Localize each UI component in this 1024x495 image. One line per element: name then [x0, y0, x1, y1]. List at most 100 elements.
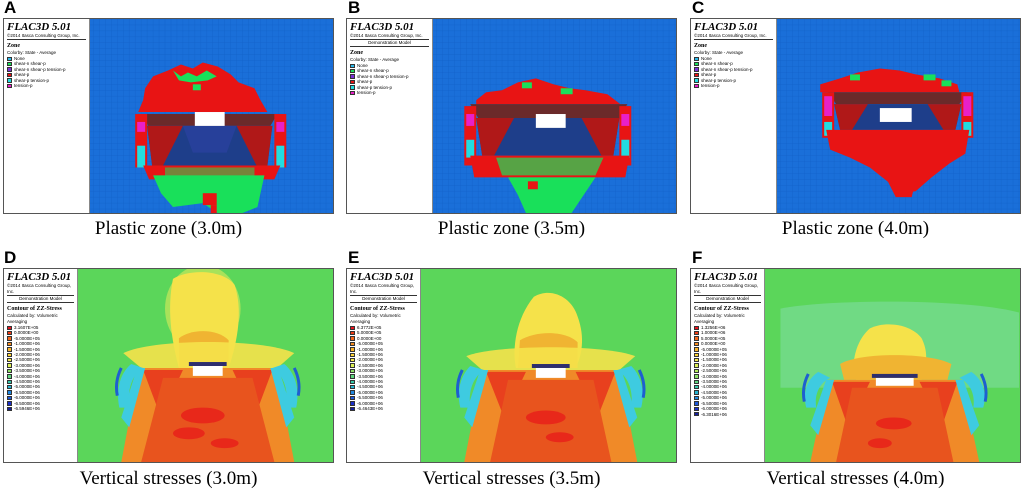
legend-entry: -1.0000E+06: [350, 347, 417, 352]
legend-swatch: [694, 357, 699, 363]
legend-copyright: ©2014 Itasca Consulting Group, Inc.: [350, 283, 417, 296]
legend-label: 6.3772E+05: [357, 325, 382, 330]
legend-entry: -6.5946E+06: [7, 406, 74, 411]
panel-letter: F: [692, 248, 703, 267]
stress-contour-plot-e: FLAC3D 5.01 ©2014 Itasca Consulting Grou…: [346, 268, 677, 463]
legend-label: tension-p: [701, 83, 720, 89]
legend-label: -1.0000E+06: [357, 346, 383, 352]
legend-swatch: [7, 384, 12, 390]
legend-entry: -4.5000E+06: [350, 384, 417, 389]
legend-swatch: [694, 363, 699, 368]
legend-swatch: [7, 78, 12, 83]
legend-swatch: [694, 379, 699, 384]
legend-entry: shear-p: [694, 72, 773, 77]
legend-entry: -5.5000E+06: [694, 401, 761, 406]
legend-swatch: [694, 83, 699, 88]
panel-letter: A: [4, 0, 17, 17]
legend-swatch: [694, 336, 699, 341]
legend-a: FLAC3D 5.01 ©2014 Itasca Consulting Grou…: [4, 19, 90, 213]
stress-contour-plot-f: FLAC3D 5.01 ©2014 Itasca Consulting Grou…: [690, 268, 1021, 463]
legend-swatch: [694, 374, 699, 379]
legend-d: FLAC3D 5.01 ©2014 Itasca Consulting Grou…: [4, 269, 78, 462]
legend-label: -4.0000E+06: [357, 379, 383, 385]
legend-label: -6.3016E+06: [701, 411, 727, 417]
legend-entry: -6.0000E+06: [7, 395, 74, 400]
roadway-opening: [192, 365, 223, 376]
legend-swatch: [7, 379, 12, 384]
legend-brand: FLAC3D 5.01: [7, 21, 72, 33]
legend-copyright: ©2014 Itasca Consulting Group, Inc.: [694, 283, 761, 296]
legend-label: 1.3256E+06: [701, 325, 726, 330]
legend-title: Zone: [694, 43, 708, 49]
legend-label: -5.0000E+06: [357, 389, 383, 395]
legend-label: -6.0000E+06: [701, 406, 727, 412]
legend-swatch: [7, 325, 12, 330]
legend-swatch: [7, 352, 12, 357]
legend-swatch: [7, 406, 12, 411]
legend-entry: -4.0000E+06: [350, 379, 417, 384]
legend-label: None: [14, 56, 25, 61]
legend-entry: -2.0000E+06: [7, 352, 74, 357]
legend-entry: -6.0000E+06: [350, 401, 417, 406]
legend-label: -4.5000E+06: [14, 379, 40, 385]
legend-swatch: [7, 67, 12, 72]
legend-swatch: [350, 368, 355, 374]
legend-model: Demonstration Model: [7, 296, 74, 303]
legend-e: FLAC3D 5.01 ©2014 Itasca Consulting Grou…: [347, 269, 421, 462]
legend-swatch: [694, 67, 699, 72]
legend-swatch: [694, 384, 699, 390]
legend-items: None shear-n shear-p shear-n shear-p tensi…: [7, 56, 86, 88]
roadway-opening: [875, 377, 914, 386]
legend-label: None: [357, 63, 368, 68]
legend-entry: shear-n shear-p tension-p: [350, 74, 429, 79]
legend-label: -2.5000E+06: [701, 368, 727, 374]
legend-swatch: [694, 395, 699, 401]
legend-entry: None: [694, 56, 773, 61]
legend-entry: -2.5000E+06: [350, 363, 417, 368]
legend-entry: -2.0000E+06: [350, 357, 417, 362]
legend-label: -1.5000E+06: [701, 357, 727, 363]
legend-subtitle: Calculated by: Volumetric Averaging: [350, 313, 401, 324]
legend-copyright: ©2014 Itasca Consulting Group, Inc.: [694, 33, 773, 40]
legend-entry: shear-n shear-p tension-p: [7, 67, 86, 72]
legend-entry: -6.4643E+06: [350, 406, 417, 411]
legend-swatch: [7, 330, 12, 336]
legend-label: -5.0000E+06: [701, 395, 727, 401]
legend-entry: -5.0000E+05: [350, 341, 417, 346]
legend-label: -1.5000E+06: [14, 346, 40, 352]
legend-swatch: [350, 374, 355, 379]
legend-label: -4.5000E+06: [357, 384, 383, 390]
stress-contour-plot-d: FLAC3D 5.01 ©2014 Itasca Consulting Grou…: [3, 268, 334, 463]
legend-swatch: [694, 72, 699, 78]
legend-copyright: ©2014 Itasca Consulting Group, Inc.: [7, 33, 86, 40]
legend-entry: shear-p tension-p: [350, 85, 429, 90]
legend-subtitle: Colorby: State - Average: [694, 50, 743, 55]
caption: Plastic zone (3.5m): [437, 218, 586, 239]
legend-label: -2.0000E+06: [701, 362, 727, 368]
legend-entry: shear-p: [350, 79, 429, 84]
legend-label: shear-n shear-p: [357, 68, 389, 74]
legend-title: Contour of ZZ-Stress: [350, 306, 405, 312]
legend-label: -4.0000E+06: [701, 384, 727, 390]
legend-entry: -4.0000E+06: [7, 374, 74, 379]
legend-b: FLAC3D 5.01 ©2014 Itasca Consulting Grou…: [347, 19, 433, 213]
roadway-opening: [535, 367, 566, 378]
legend-entry: -5.5000E+06: [7, 390, 74, 395]
roadway-opening: [879, 108, 912, 122]
legend-model: Demonstration Model: [350, 40, 429, 47]
plastic-zone-plot-c: FLAC3D 5.01 ©2014 Itasca Consulting Grou…: [690, 18, 1021, 214]
panel-letter: B: [348, 0, 361, 17]
plastic-zone-plot-b: FLAC3D 5.01 ©2014 Itasca Consulting Grou…: [346, 18, 677, 214]
legend-label: 5.0000E+05: [357, 330, 382, 336]
legend-swatch: [7, 72, 12, 78]
legend-label: 0.0000E+00: [701, 341, 726, 347]
legend-items: None shear-n shear-p shear-n shear-p tensi…: [694, 56, 773, 88]
legend-label: -3.5000E+06: [14, 368, 40, 374]
legend-swatch: [694, 368, 699, 374]
legend-entry: -2.5000E+06: [7, 357, 74, 362]
legend-swatch: [350, 79, 355, 85]
legend-entry: -6.5000E+06: [7, 401, 74, 406]
caption: Plastic zone (3.0m): [94, 218, 243, 239]
legend-swatch: [350, 347, 355, 352]
legend-label: 1.0000E+06: [701, 330, 726, 336]
